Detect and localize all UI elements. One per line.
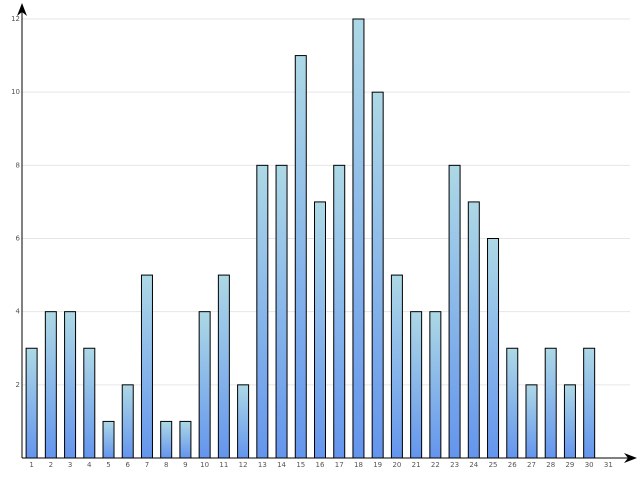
bar-16: [314, 201, 326, 459]
x-tick-label: 1: [29, 461, 33, 469]
x-tick-label: 12: [239, 461, 248, 469]
x-tick-label: 13: [258, 461, 267, 469]
bar-18: [352, 18, 365, 459]
bar-7: [140, 274, 153, 459]
y-tick-label: 8: [16, 161, 20, 169]
x-tick-label: 16: [316, 461, 325, 469]
bar-10: [198, 311, 211, 459]
x-tick-label: 18: [354, 461, 363, 469]
x-axis-arrow: [624, 453, 637, 463]
bar-6: [121, 384, 134, 459]
y-tick-label: 6: [16, 235, 21, 243]
x-tick-label: 14: [277, 461, 286, 469]
bar-5: [102, 420, 115, 459]
bar-28: [544, 347, 557, 459]
x-tick-label: 17: [335, 461, 344, 469]
x-tick-label: 24: [469, 461, 478, 469]
bar-14: [275, 164, 288, 459]
y-tick-label: 4: [16, 308, 21, 316]
x-tick-label: 3: [68, 461, 72, 469]
x-tick-label: 10: [200, 461, 209, 469]
x-tick-label: 27: [527, 461, 536, 469]
bar-20: [390, 274, 403, 459]
bar-29: [563, 384, 576, 459]
x-tick-label: 9: [183, 461, 187, 469]
bar-3: [64, 311, 77, 459]
bar-2: [44, 311, 57, 459]
bars: [25, 18, 596, 459]
x-tick-label: 26: [508, 461, 517, 469]
x-tick-label: 6: [126, 461, 131, 469]
bar-11: [217, 274, 230, 459]
bar-12: [237, 384, 250, 459]
x-tick-label: 15: [296, 461, 305, 469]
bar-1: [25, 347, 38, 459]
x-tick-label: 29: [565, 461, 574, 469]
x-tick-label: 4: [87, 461, 92, 469]
x-tick-label: 31: [604, 461, 613, 469]
bar-30: [583, 347, 596, 459]
x-tick-label: 8: [164, 461, 168, 469]
x-tick-label: 19: [373, 461, 382, 469]
bar-19: [371, 91, 384, 459]
bar-4: [83, 347, 96, 459]
bar-22: [429, 311, 442, 459]
x-tick-label: 25: [489, 461, 498, 469]
y-tick-label: 12: [11, 15, 20, 23]
bar-9: [179, 420, 192, 459]
bar-21: [410, 311, 423, 459]
x-tick-label: 30: [585, 461, 594, 469]
y-tick-labels: 2 4 6 8 10 12: [11, 15, 20, 389]
bar-26: [506, 347, 519, 459]
bar-27: [525, 384, 538, 459]
axes: [17, 3, 637, 463]
y-tick-label: 10: [11, 88, 20, 96]
x-tick-label: 21: [412, 461, 421, 469]
x-tick-label: 28: [546, 461, 555, 469]
x-tick-label: 2: [49, 461, 53, 469]
bar-23: [448, 164, 461, 459]
bar-25: [487, 238, 500, 459]
y-axis-arrow: [17, 3, 27, 16]
x-tick-label: 20: [392, 461, 401, 469]
x-tick-label: 11: [219, 461, 228, 469]
x-tick-label: 23: [450, 461, 459, 469]
bar-15: [294, 55, 307, 459]
bar-8: [160, 420, 173, 459]
y-tick-label: 2: [16, 381, 20, 389]
bar-17: [333, 164, 346, 459]
x-tick-label: 22: [431, 461, 440, 469]
bar-24: [467, 201, 480, 459]
x-tick-labels: 1 2 3 4 5 6 7 8 9 10 11 12 13 14 15 16 17 18 19 20 21 22 23 24 2…: [29, 461, 612, 469]
bar-13: [256, 164, 269, 459]
x-tick-label: 5: [106, 461, 110, 469]
x-tick-label: 7: [145, 461, 149, 469]
